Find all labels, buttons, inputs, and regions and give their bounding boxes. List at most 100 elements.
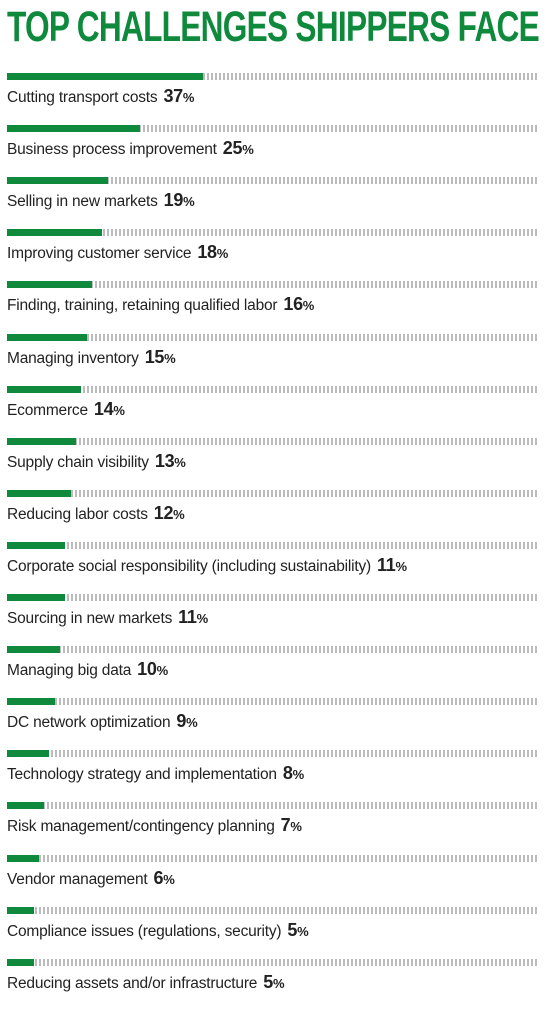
bar-track — [7, 489, 537, 497]
bar-label-line: Managing big data 10% — [7, 658, 168, 682]
percent-sign: % — [292, 767, 305, 783]
bar-track — [7, 281, 537, 289]
percent-sign: % — [113, 402, 125, 418]
bar — [7, 958, 34, 966]
bar-label-line: Reducing labor costs 12% — [7, 502, 185, 526]
category-label: Sourcing in new markets — [7, 610, 173, 627]
percent-sign: % — [272, 975, 285, 991]
percent-sign: % — [174, 454, 186, 470]
value-label: 25% — [222, 138, 254, 159]
bar — [7, 698, 55, 706]
bar — [7, 385, 82, 393]
bar — [7, 437, 76, 445]
bar — [7, 594, 66, 601]
bar-track — [7, 229, 537, 237]
bar-track — [7, 802, 537, 810]
value-label: 8% — [282, 763, 305, 784]
bar-label-line: Cutting transport costs 37% — [7, 85, 194, 109]
bar — [7, 646, 60, 654]
category-label: Selling in new markets — [7, 193, 158, 211]
bar-label-line: Improving customer service 18% — [7, 241, 228, 265]
percent-sign: % — [395, 558, 407, 574]
bar-row: Improving customer service 18% — [7, 229, 537, 281]
value-label: 5% — [287, 919, 309, 940]
value-label: 19% — [163, 190, 195, 211]
value-label: 7% — [280, 815, 302, 836]
bar-track — [7, 73, 537, 80]
percent-sign: % — [216, 246, 229, 262]
bar-track — [7, 594, 537, 601]
bar-label-line: Vendor management 6% — [7, 867, 175, 891]
bar-row: Reducing assets and/or infrastructure 5% — [7, 958, 537, 1011]
bar-label-line: Selling in new markets 19% — [7, 189, 195, 213]
bar-track — [7, 385, 537, 393]
value-label: 16% — [283, 294, 315, 315]
category-label: Reducing assets and/or infrastructure — [7, 974, 258, 992]
percent-sign: % — [290, 819, 302, 835]
percent-sign: % — [183, 194, 195, 210]
bar — [7, 750, 50, 758]
value-label: 5% — [263, 971, 285, 992]
value-label: 10% — [137, 659, 169, 680]
category-label: Corporate social responsibility (includi… — [7, 557, 372, 575]
bar-row: Cutting transport costs 37% — [7, 73, 537, 125]
bar-track — [7, 541, 537, 549]
bar — [7, 333, 87, 341]
bar-label-line: Reducing assets and/or infrastructure 5% — [7, 971, 285, 995]
percent-sign: % — [297, 923, 309, 939]
bar-track — [7, 125, 537, 133]
bar-track — [7, 750, 537, 758]
bar-row: DC network optimization 9% — [7, 698, 537, 750]
percent-sign: % — [173, 506, 185, 522]
category-label: Business process improvement — [7, 141, 217, 159]
category-label: Technology strategy and implementation — [7, 766, 277, 784]
bar — [7, 125, 140, 133]
category-label: Vendor management — [7, 870, 148, 888]
bar — [7, 854, 39, 862]
percent-sign: % — [302, 298, 315, 314]
bar-row: Sourcing in new markets 11% — [7, 594, 537, 646]
bar-label-line: DC network optimization 9% — [7, 710, 198, 734]
value-label: 37% — [163, 86, 195, 106]
percent-sign: % — [196, 611, 209, 626]
bar-label-line: Sourcing in new markets 11% — [7, 606, 208, 630]
category-label: Risk management/contingency planning — [7, 818, 275, 836]
value-label: 15% — [144, 346, 176, 367]
bar-track — [7, 646, 537, 654]
bar-track — [7, 437, 537, 445]
bar-row: Ecommerce 14% — [7, 385, 537, 438]
bar-label-line: Compliance issues (regulations, security… — [7, 919, 309, 943]
bar-label-line: Technology strategy and implementation 8% — [7, 762, 304, 786]
category-label: Cutting transport costs — [7, 89, 158, 106]
bar — [7, 906, 34, 914]
bar — [7, 489, 71, 497]
bar — [7, 177, 108, 185]
category-label: Reducing labor costs — [7, 505, 148, 523]
bar — [7, 802, 45, 810]
bar-row: Reducing labor costs 12% — [7, 489, 537, 542]
bar-label-line: Managing inventory 15% — [7, 346, 176, 370]
chart-title: TOP CHALLENGES SHIPPERS FACE — [7, 3, 540, 51]
bar-track — [7, 854, 537, 862]
bar-track — [7, 958, 537, 966]
bar-row: Business process improvement 25% — [7, 125, 537, 177]
bar-track — [7, 698, 537, 706]
bar-row: Compliance issues (regulations, security… — [7, 906, 537, 959]
value-label: 13% — [154, 450, 186, 471]
bar-row: Finding, training, retaining qualified l… — [7, 281, 537, 333]
bar — [7, 281, 92, 289]
value-label: 11% — [377, 554, 407, 575]
value-label: 14% — [93, 398, 125, 419]
category-label: Compliance issues (regulations, security… — [7, 922, 282, 940]
category-label: Finding, training, retaining qualified l… — [7, 297, 278, 315]
value-label: 9% — [176, 711, 198, 732]
bar-label-line: Supply chain visibility 13% — [7, 450, 186, 474]
category-label: Managing big data — [7, 662, 132, 680]
bar-row: Risk management/contingency planning 7% — [7, 802, 537, 854]
percent-sign: % — [156, 663, 169, 679]
bar-label-line: Business process improvement 25% — [7, 137, 254, 161]
value-label: 18% — [197, 242, 229, 263]
value-label: 6% — [153, 867, 175, 888]
category-label: DC network optimization — [7, 714, 171, 732]
